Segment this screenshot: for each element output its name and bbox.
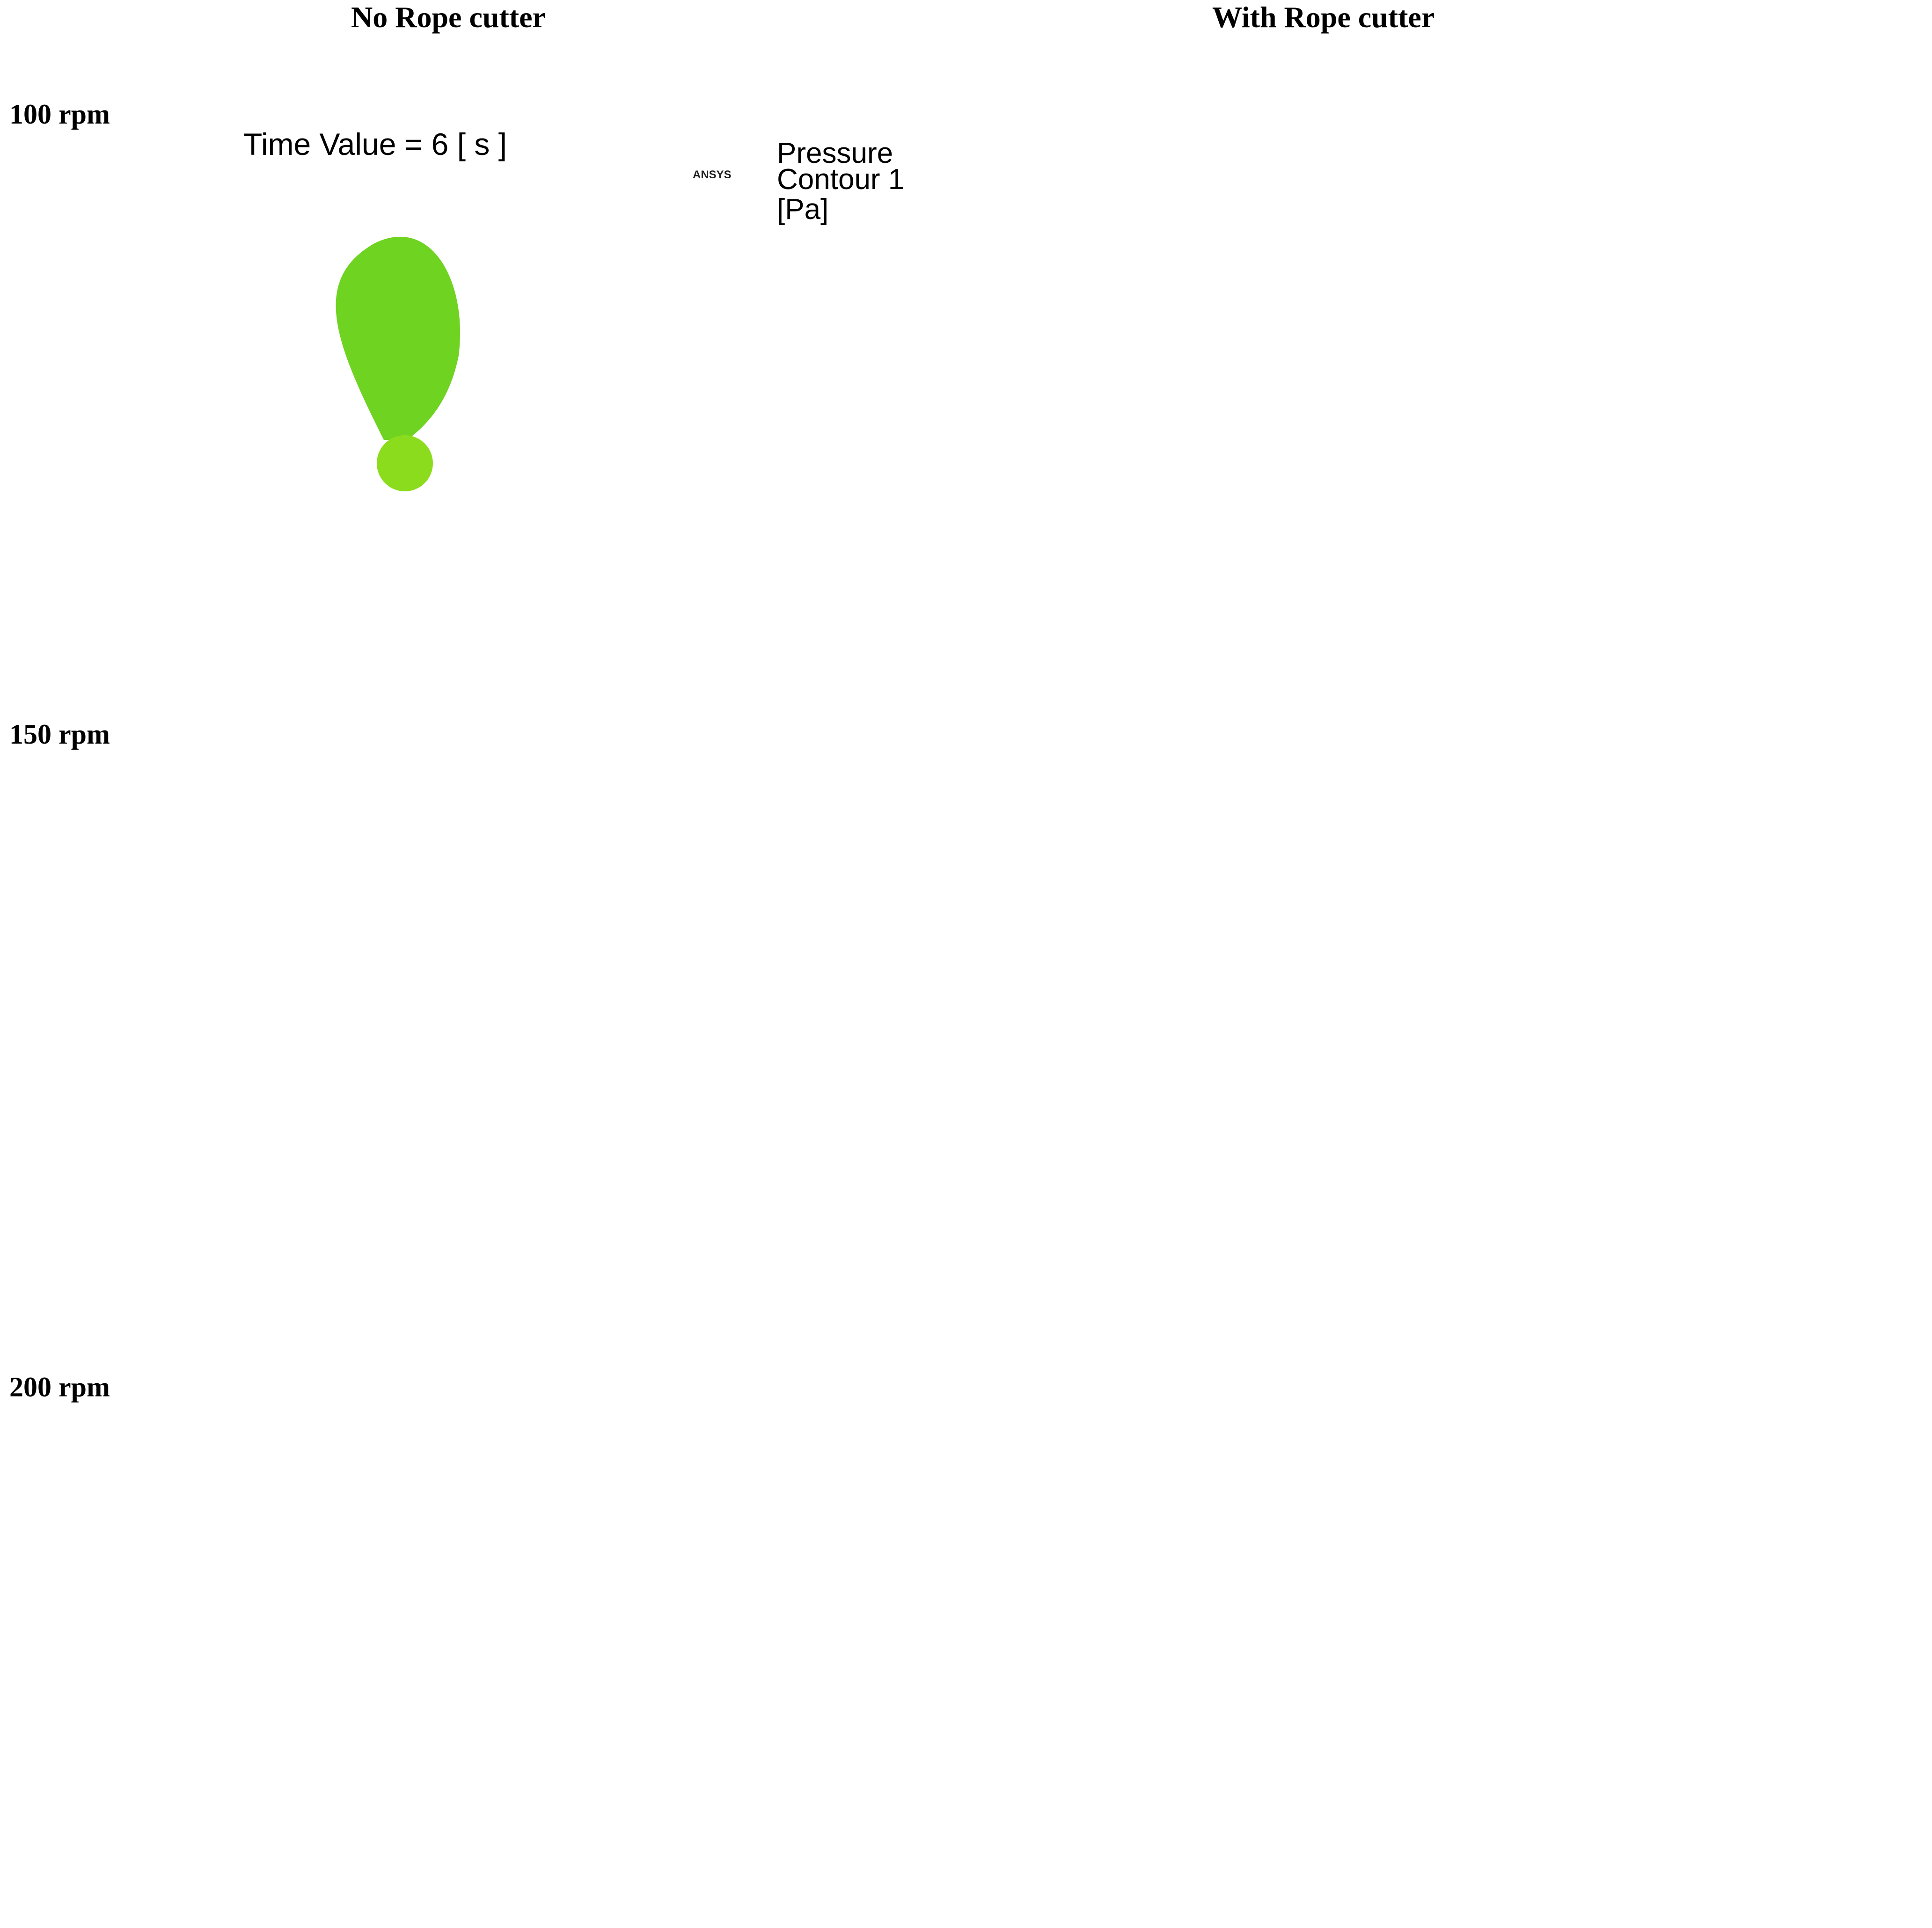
column-title-no-rope-cutter: No Rope cutter <box>351 0 546 34</box>
propeller-blade <box>336 236 461 440</box>
row-label-100rpm: 100 rpm <box>9 99 110 130</box>
propeller-pressure-contour <box>336 236 461 491</box>
column-title-with-rope-cutter: With Rope cutter <box>1212 0 1435 34</box>
row-label-150rpm: 150 rpm <box>9 719 110 750</box>
pressure-legend: Pressure Contour 1 [Pa] <box>777 137 1002 655</box>
legend-title-line: Contour 1 <box>777 163 905 196</box>
time-value-label: Time Value = 6 [ s ] <box>243 127 507 161</box>
panel-100rpm-no-cutter: Time Value = 6 [ s ] ANSYS Pressure Cont… <box>122 117 1002 697</box>
ansys-logo: ANSYS <box>693 168 732 181</box>
propeller-hub <box>377 435 433 491</box>
row-label-200rpm: 200 rpm <box>9 1372 110 1402</box>
legend-title-line: Pressure <box>777 137 893 169</box>
legend-unit: [Pa] <box>777 193 829 226</box>
